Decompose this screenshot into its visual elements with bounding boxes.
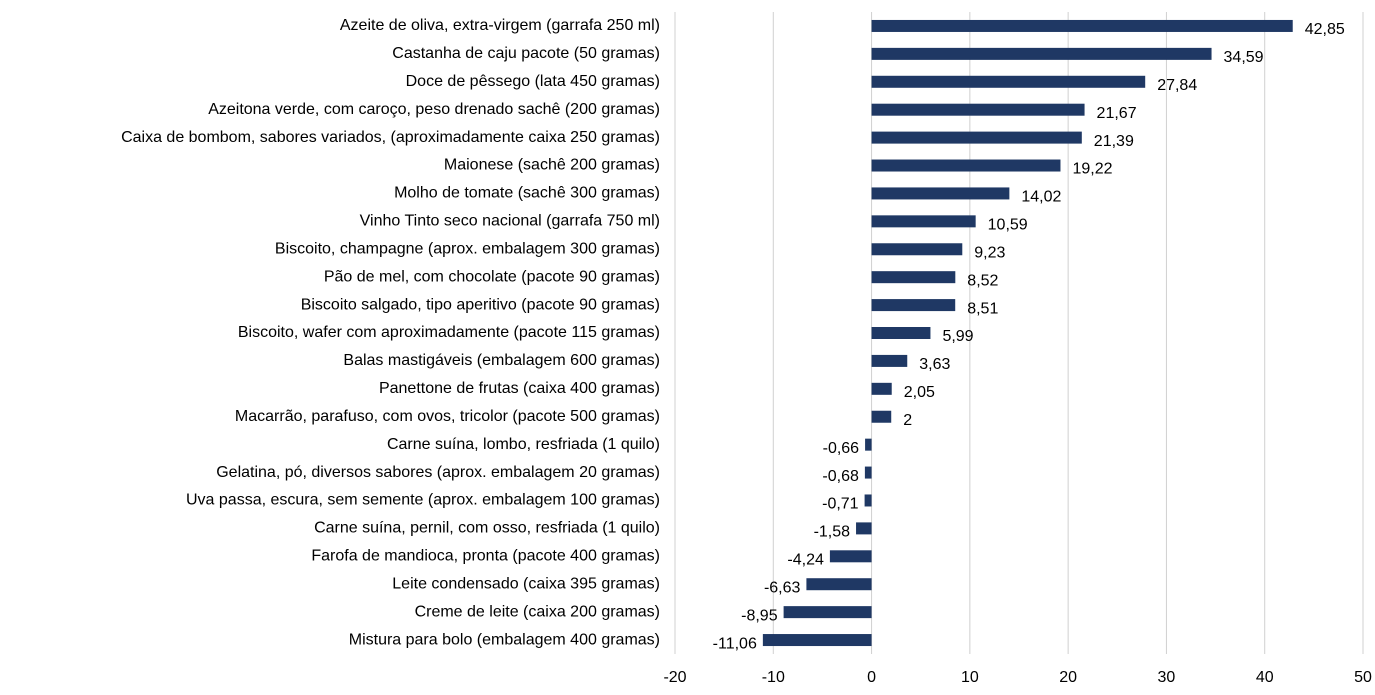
y-tick-label: Leite condensado (caixa 395 gramas) <box>392 575 660 592</box>
bar <box>871 187 1010 200</box>
x-tick-label: 50 <box>1354 669 1372 686</box>
data-label: 5,99 <box>942 328 973 345</box>
data-label: 34,59 <box>1224 49 1264 66</box>
data-label: 21,39 <box>1094 133 1134 150</box>
data-label: 9,23 <box>974 244 1005 261</box>
bar <box>871 382 892 395</box>
bar <box>871 410 892 423</box>
y-tick-label: Vinho Tinto seco nacional (garrafa 750 m… <box>360 213 660 230</box>
x-tick-label: -10 <box>762 669 785 686</box>
data-label: -6,63 <box>764 579 801 596</box>
data-label: 10,59 <box>988 217 1028 234</box>
data-label: 27,84 <box>1157 77 1197 94</box>
x-tick-label: 0 <box>867 669 876 686</box>
y-tick-label: Biscoito, wafer com aproximadamente (pac… <box>238 324 660 341</box>
y-tick-label: Azeitona verde, com caroço, peso drenado… <box>208 101 660 118</box>
y-tick-label: Castanha de caju pacote (50 gramas) <box>392 45 660 62</box>
data-label: 8,51 <box>967 300 998 317</box>
data-label: -11,06 <box>713 635 757 652</box>
data-label: -0,66 <box>823 440 860 457</box>
data-label: 21,67 <box>1097 105 1137 122</box>
x-tick-label: 20 <box>1059 669 1077 686</box>
x-tick-label: -20 <box>663 669 686 686</box>
bar <box>871 215 976 228</box>
y-tick-label: Molho de tomate (sachê 300 gramas) <box>394 185 660 202</box>
data-label: 3,63 <box>919 356 950 373</box>
y-tick-label: Balas mastigáveis (embalagem 600 gramas) <box>343 352 660 369</box>
data-label: -4,24 <box>787 552 824 569</box>
y-tick-label: Carne suína, pernil, com osso, resfriada… <box>314 520 660 537</box>
bar <box>871 159 1061 172</box>
y-tick-label: Doce de pêssego (lata 450 gramas) <box>406 73 660 90</box>
data-label: 2 <box>903 412 912 429</box>
y-tick-label: Farofa de mandioca, pronta (pacote 400 g… <box>311 548 660 565</box>
bar <box>871 327 931 339</box>
y-tick-label: Biscoito, champagne (aprox. embalagem 30… <box>275 240 660 257</box>
data-label: -0,68 <box>822 468 859 485</box>
bar <box>871 243 963 256</box>
bar <box>762 634 872 647</box>
y-tick-label: Azeite de oliva, extra-virgem (garrafa 2… <box>340 17 660 34</box>
bar <box>865 438 872 451</box>
bar <box>871 75 1146 88</box>
data-label: 19,22 <box>1072 161 1112 178</box>
y-tick-label: Creme de leite (caixa 200 gramas) <box>415 603 660 620</box>
bar <box>871 19 1293 32</box>
x-tick-label: 30 <box>1158 669 1176 686</box>
y-tick-label: Carne suína, lombo, resfriada (1 quilo) <box>387 436 660 453</box>
bar <box>871 271 956 284</box>
y-tick-label: Pão de mel, com chocolate (pacote 90 gra… <box>324 268 660 285</box>
bar <box>829 550 872 563</box>
data-label: -8,95 <box>741 607 778 624</box>
data-label: -0,71 <box>822 496 859 513</box>
data-label: 8,52 <box>967 272 998 289</box>
x-tick-label: 40 <box>1256 669 1274 686</box>
bar <box>871 354 908 367</box>
y-tick-label: Caixa de bombom, sabores variados, (apro… <box>121 129 660 146</box>
y-tick-label: Gelatina, pó, diversos sabores (aprox. e… <box>216 464 660 481</box>
bar <box>806 578 872 591</box>
data-label: 2,05 <box>904 384 935 401</box>
bar <box>864 466 872 479</box>
x-tick-label: 10 <box>961 669 979 686</box>
y-tick-label: Mistura para bolo (embalagem 400 gramas) <box>349 631 660 648</box>
data-label: -1,58 <box>814 524 851 541</box>
y-tick-label: Panettone de frutas (caixa 400 gramas) <box>379 380 660 397</box>
bar <box>856 522 872 535</box>
bar <box>871 131 1082 144</box>
bar <box>783 606 872 619</box>
y-tick-label: Macarrão, parafuso, com ovos, tricolor (… <box>235 408 660 425</box>
bar <box>871 103 1085 116</box>
bar <box>871 47 1212 60</box>
y-tick-label: Uva passa, escura, sem semente (aprox. e… <box>186 492 660 509</box>
y-tick-label: Biscoito salgado, tipo aperitivo (pacote… <box>301 296 660 313</box>
bar <box>864 494 872 507</box>
data-label: 14,02 <box>1021 189 1061 206</box>
bar <box>871 299 956 312</box>
y-tick-label: Maionese (sachê 200 gramas) <box>444 157 660 174</box>
data-label: 42,85 <box>1305 21 1345 38</box>
